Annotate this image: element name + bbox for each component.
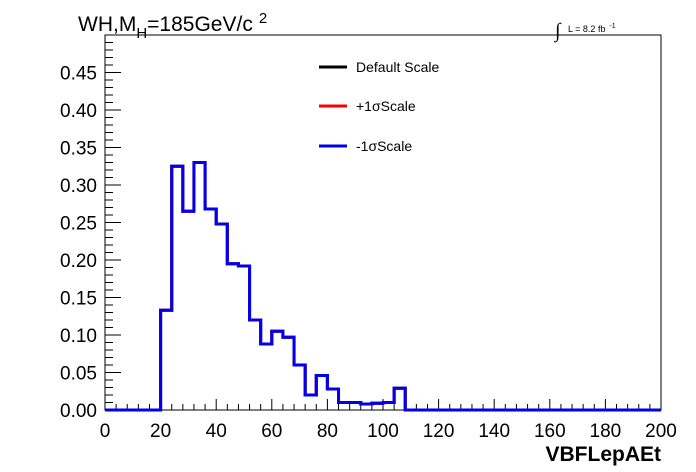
chart-title: WH,MH=185GeV/c 2 bbox=[78, 10, 267, 42]
series-line-2 bbox=[105, 161, 661, 412]
plot-frame bbox=[104, 34, 662, 411]
legend: Default Scale +1σScale -1σScale bbox=[319, 59, 439, 154]
series-layer bbox=[105, 161, 661, 412]
y-tick-label: 0.20 bbox=[60, 251, 97, 272]
y-tick-label: 0.00 bbox=[60, 401, 97, 422]
x-tick-label: 60 bbox=[261, 421, 282, 442]
x-tick-label: 80 bbox=[317, 421, 338, 442]
x-tick-label: 140 bbox=[478, 421, 510, 442]
x-tick-label: 180 bbox=[590, 421, 622, 442]
y-tick-label: 0.10 bbox=[60, 326, 97, 347]
series-line-1 bbox=[105, 161, 661, 412]
y-tick-label: 0.30 bbox=[60, 176, 97, 197]
x-tick-label: 160 bbox=[534, 421, 566, 442]
title-superscript: 2 bbox=[259, 10, 267, 27]
legend-label-default: Default Scale bbox=[356, 59, 439, 75]
x-tick-label: 120 bbox=[423, 421, 455, 442]
lumi-text: L = 8.2 fb bbox=[568, 24, 605, 34]
x-tick-label: 20 bbox=[150, 421, 171, 442]
y-tick-label: 0.15 bbox=[60, 289, 97, 310]
legend-label-minus1sigma: -1σScale bbox=[356, 138, 412, 154]
y-tick-label: 0.05 bbox=[60, 364, 97, 385]
lumi-superscript: -1 bbox=[609, 23, 615, 30]
x-axis-title: VBFLepAEt bbox=[546, 443, 662, 466]
legend-label-plus1sigma: +1σScale bbox=[356, 98, 416, 114]
series-line-0 bbox=[105, 161, 661, 412]
lumi-label: L = 8.2 fb -1 bbox=[568, 23, 616, 34]
title-main: WH,M bbox=[78, 13, 136, 36]
y-tick-label: 0.25 bbox=[60, 214, 97, 235]
x-tick-label: 200 bbox=[645, 421, 677, 442]
x-tick-label: 0 bbox=[100, 421, 111, 442]
y-tick-label: 0.45 bbox=[60, 64, 97, 85]
y-tick-label: 0.40 bbox=[60, 101, 97, 122]
x-tick-label: 100 bbox=[367, 421, 399, 442]
y-tick-label: 0.35 bbox=[60, 139, 97, 160]
title-rest: =185GeV/c bbox=[147, 13, 253, 36]
title-subscript: H bbox=[136, 25, 147, 42]
x-tick-label: 40 bbox=[206, 421, 227, 442]
axes: 0 20 40 60 80 100 120 140 160 180 200 0.00 0.05 0.10 0… bbox=[60, 34, 677, 442]
lumi-integral: ∫ bbox=[553, 20, 562, 43]
